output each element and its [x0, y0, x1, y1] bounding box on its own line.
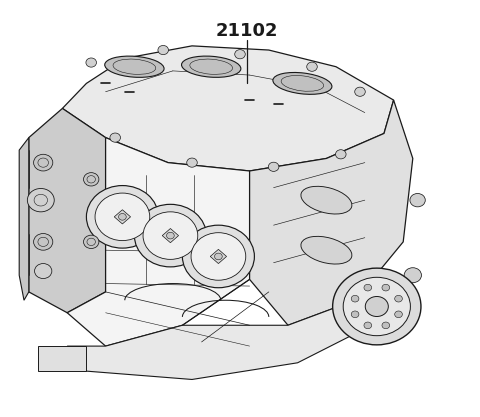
Circle shape [95, 193, 150, 241]
Polygon shape [114, 210, 131, 224]
Circle shape [410, 193, 425, 207]
Circle shape [351, 311, 359, 318]
Circle shape [34, 154, 53, 171]
Circle shape [395, 311, 402, 318]
Polygon shape [67, 300, 355, 379]
Circle shape [215, 253, 222, 260]
Circle shape [110, 133, 120, 142]
Text: 21102: 21102 [216, 22, 278, 40]
Circle shape [182, 225, 254, 288]
Polygon shape [250, 100, 413, 325]
Circle shape [364, 322, 372, 329]
Circle shape [158, 45, 168, 55]
Circle shape [395, 295, 402, 302]
Circle shape [143, 212, 198, 259]
Polygon shape [62, 46, 394, 171]
Circle shape [167, 232, 174, 239]
Circle shape [84, 173, 99, 186]
Ellipse shape [181, 56, 241, 77]
Polygon shape [210, 249, 227, 264]
Circle shape [382, 322, 390, 329]
Polygon shape [67, 138, 250, 346]
Circle shape [187, 158, 197, 167]
Circle shape [382, 284, 390, 291]
Ellipse shape [105, 56, 164, 77]
Circle shape [35, 264, 52, 279]
Circle shape [336, 150, 346, 159]
Circle shape [355, 87, 365, 96]
Circle shape [191, 233, 246, 280]
Circle shape [86, 186, 158, 248]
Circle shape [404, 268, 421, 283]
Circle shape [364, 284, 372, 291]
Circle shape [34, 234, 53, 250]
Polygon shape [19, 138, 29, 300]
Polygon shape [29, 108, 106, 313]
Circle shape [268, 162, 279, 171]
Ellipse shape [301, 236, 352, 264]
Circle shape [351, 295, 359, 302]
Circle shape [84, 235, 99, 249]
Circle shape [333, 268, 421, 345]
Circle shape [27, 188, 54, 212]
Circle shape [307, 62, 317, 71]
Circle shape [365, 296, 388, 317]
Circle shape [343, 277, 410, 336]
Circle shape [86, 58, 96, 67]
Circle shape [235, 50, 245, 59]
Ellipse shape [301, 186, 352, 214]
Ellipse shape [273, 73, 332, 94]
Circle shape [119, 214, 126, 220]
Circle shape [134, 204, 206, 267]
Polygon shape [38, 346, 86, 371]
Polygon shape [162, 229, 179, 243]
